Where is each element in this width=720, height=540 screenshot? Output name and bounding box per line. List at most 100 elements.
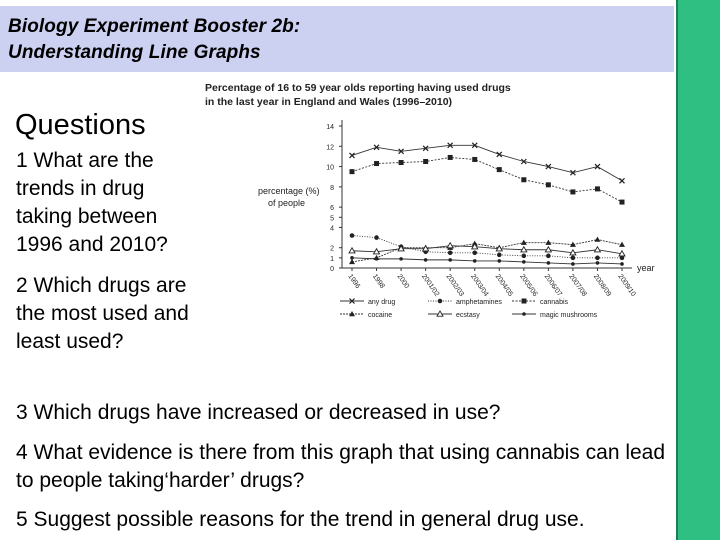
series-line-any-drug [351,144,623,182]
legend-marker-any-drug [349,298,355,304]
chart-title-line1: Percentage of 16 to 59 year olds reporti… [205,82,511,94]
data-point-any-drug [447,142,454,149]
x-axis-label: year [637,263,655,273]
question-5: 5 Suggest possible reasons for the trend… [16,508,585,531]
y-tick-label: 10 [326,165,334,172]
data-point-ecstasy [470,242,479,250]
data-point-cannabis [496,167,502,173]
x-tick-label: 2003/04 [469,273,489,298]
legend-item-ecstasy: ecstasy [428,310,480,319]
data-point-ecstasy [372,247,381,255]
header-title-line2: Understanding Line Graphs [8,42,261,63]
side-accent-bar [676,0,720,540]
data-point-magic-mushrooms [423,258,428,262]
data-point-ecstasy [348,246,356,254]
data-point-amphetamines [570,255,576,261]
data-point-cocaine [619,241,625,247]
data-point-magic-mushrooms [399,257,403,261]
series-line-cannabis [351,156,623,203]
legend-label: any drug [368,299,395,306]
data-point-magic-mushrooms [595,261,600,265]
legend-marker-ecstasy [436,310,444,317]
data-point-cocaine [520,239,527,245]
y-axis-label-line1: percentage (%) [258,186,320,196]
data-point-ecstasy [569,248,577,256]
data-point-cannabis [545,182,551,188]
data-point-any-drug [349,152,355,159]
data-point-any-drug [520,158,527,165]
series-line-magic-mushrooms [351,257,623,265]
legend-marker-cannabis [521,298,527,304]
data-point-amphetamines [595,255,600,261]
y-tick-label: 0 [330,266,334,273]
data-point-any-drug [398,148,405,155]
data-point-amphetamines [496,252,502,258]
data-point-magic-mushrooms [522,260,526,264]
data-point-cannabis [447,154,453,160]
data-point-cannabis [619,199,625,205]
drug-use-line-chart: Percentage of 16 to 59 year olds reporti… [205,82,655,319]
legend-marker-cocaine [349,311,355,317]
legend-label: cocaine [368,312,392,319]
x-tick-label: 2001/02 [420,273,440,298]
y-axis-label-line2: of people [268,198,305,208]
data-point-amphetamines [546,253,551,259]
legend-item-magic-mushrooms: magic mushrooms [512,312,598,319]
series-line-cocaine [351,239,623,263]
legend-item-amphetamines: amphetamines [428,298,502,306]
y-tick-label: 5 [330,215,334,222]
data-point-amphetamines [521,253,527,259]
data-point-magic-mushrooms [472,259,477,263]
legend-item-any-drug: any drug [340,298,395,306]
series-line-amphetamines [351,235,622,259]
data-point-magic-mushrooms [571,262,575,266]
data-point-magic-mushrooms [448,258,452,262]
legend-label: cannabis [540,299,569,306]
y-tick-label: 14 [326,124,334,131]
data-point-any-drug [594,163,601,170]
data-point-ecstasy [495,244,504,252]
data-point-cannabis [570,189,576,195]
question-3: 3 Which drugs have increased or decrease… [16,401,501,424]
chart-title-line2: in the last year in England and Wales (1… [205,96,452,108]
data-point-magic-mushrooms [620,262,624,266]
question-4: 4 What evidence is there from this graph… [16,441,666,492]
x-tick-label: 2008/09 [592,273,612,298]
x-tick-label: 2002/03 [445,273,465,298]
x-tick-label: 2005/06 [518,273,538,298]
series-line-ecstasy [351,245,623,255]
y-tick-label: 2 [330,246,334,253]
data-point-cocaine [545,239,552,245]
question-2: 2 Which drugs are the most used and leas… [16,274,189,353]
data-point-any-drug [619,177,625,184]
question-1: 1 What are the trends in drug taking bet… [16,149,168,256]
data-point-any-drug [496,151,503,158]
x-tick-label: 1998 [371,273,386,290]
data-point-cannabis [521,177,527,183]
x-tick-label: 2007/08 [567,273,587,298]
legend-marker-magic-mushrooms [522,312,526,316]
x-tick-label: 2006/07 [543,273,563,298]
legend-label: ecstasy [456,312,480,319]
data-point-ecstasy [421,244,430,252]
legend-label: magic mushrooms [540,312,598,319]
legend-marker-amphetamines [437,298,443,304]
data-point-magic-mushrooms [497,259,502,263]
data-point-cocaine [349,258,355,265]
data-point-any-drug [471,142,478,149]
data-point-magic-mushrooms [546,261,551,265]
data-point-cannabis [594,186,600,192]
y-tick-label: 4 [330,225,334,232]
data-point-ecstasy [397,244,405,252]
data-point-cannabis [349,169,355,175]
data-point-amphetamines [447,250,453,256]
data-point-cannabis [374,161,380,167]
y-tick-label: 6 [330,205,334,212]
y-tick-label: 12 [326,144,334,151]
header-title-line1: Biology Experiment Booster 2b: [8,16,301,37]
data-point-any-drug [373,144,380,151]
y-tick-label: 1 [330,256,334,263]
slide-header: Biology Experiment Booster 2b: Understan… [0,6,674,72]
data-point-cannabis [423,159,429,164]
data-point-ecstasy [446,241,454,249]
